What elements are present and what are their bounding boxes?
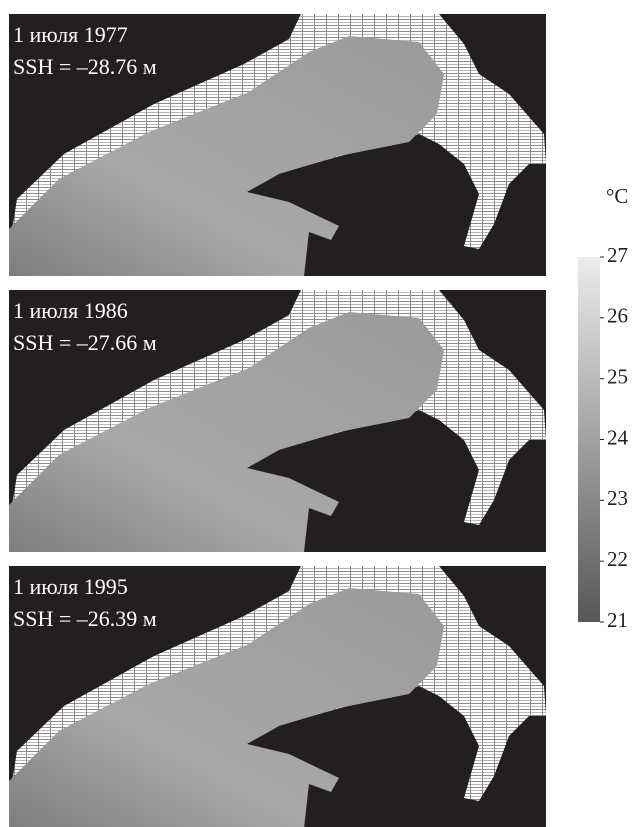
tick-label: 23 <box>607 486 628 510</box>
panel-date: 1 июля 1977 <box>13 22 128 47</box>
colorbar-ticks: 21 22 23 24 25 26 27 <box>600 243 629 632</box>
tick-label: 21 <box>607 608 628 632</box>
panel-ssh: SSH = –28.76 м <box>13 54 157 79</box>
panel-date: 1 июля 1986 <box>13 298 128 323</box>
panels: 1 июля 1977 SSH = –28.76 м 1 июля 1986 SSH … <box>9 14 546 827</box>
tick-label: 26 <box>607 304 628 328</box>
tick-label: 25 <box>607 364 628 388</box>
tick-label: 24 <box>607 425 629 449</box>
tick-label: 27 <box>607 243 628 267</box>
panel-ssh: SSH = –27.66 м <box>13 330 157 355</box>
map-panel: 1 июля 1986 SSH = –27.66 м <box>9 290 546 552</box>
colorbar-unit: °C <box>606 184 628 208</box>
colorbar <box>578 257 600 622</box>
map-panel: 1 июля 1995 SSH = –26.39 м <box>9 566 546 827</box>
panel-date: 1 июля 1995 <box>13 574 128 599</box>
panel-ssh: SSH = –26.39 м <box>13 606 157 631</box>
map-panel: 1 июля 1977 SSH = –28.76 м <box>9 14 546 276</box>
figure: 1 июля 1977 SSH = –28.76 м 1 июля 1986 SSH … <box>0 0 636 827</box>
tick-label: 22 <box>607 547 628 571</box>
